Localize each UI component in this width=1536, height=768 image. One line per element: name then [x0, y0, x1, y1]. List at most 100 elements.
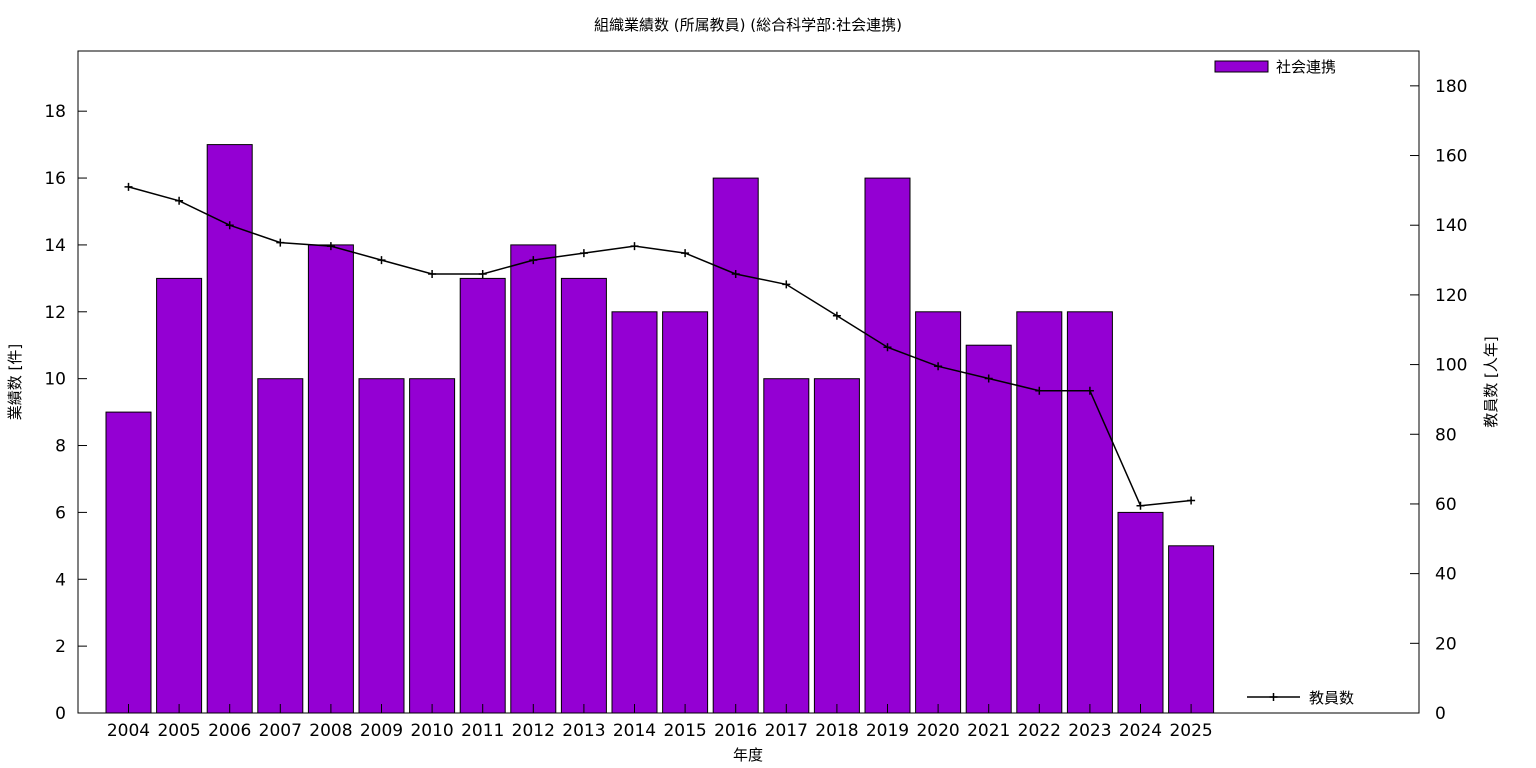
x-tick-label: 2019: [866, 721, 909, 741]
bar-2006: [206, 144, 253, 714]
bar-2005: [156, 277, 203, 714]
x-tick-label: 2014: [613, 721, 656, 741]
line-point-2010: [428, 270, 437, 278]
y-axis-left: 0 2 4 6 8 10 12 14 16 18: [44, 102, 87, 724]
legend-line-label: 教員数: [1309, 689, 1354, 707]
y2-tick-label: 100: [1435, 356, 1467, 376]
line-point-2016: [731, 270, 740, 278]
bar-2014: [611, 311, 658, 714]
line-point-2025: [1187, 496, 1196, 505]
bar-2024: [1117, 511, 1164, 714]
x-tick-label: 2004: [107, 721, 150, 741]
bar-2011: [459, 277, 506, 714]
y2-tick-label: 40: [1435, 565, 1457, 585]
x-axis-title: 年度: [733, 746, 763, 764]
y-tick-label: 2: [55, 637, 66, 657]
legend-bar-label: 社会連携: [1276, 58, 1336, 76]
x-tick-label: 2018: [815, 721, 858, 741]
y2-tick-label: 160: [1435, 147, 1467, 167]
bar-2010: [409, 378, 456, 714]
line-point-2018: [832, 311, 841, 320]
y-tick-label: 4: [55, 570, 66, 590]
x-tick-label: 2013: [562, 721, 605, 741]
line-point-2017: [782, 280, 791, 289]
bar-2019: [864, 177, 911, 714]
line-point-2022: [1035, 386, 1044, 395]
y2-tick-label: 60: [1435, 495, 1457, 515]
y2-tick-label: 180: [1435, 77, 1467, 97]
line-path: [128, 186, 1192, 507]
line-point-2011: [478, 270, 487, 278]
bar-2021: [965, 344, 1012, 714]
bar-2012: [510, 244, 557, 714]
x-tick-label: 2015: [663, 721, 706, 741]
x-tick-label: 2010: [410, 721, 453, 741]
bar-2013: [560, 277, 607, 714]
x-tick-label: 2022: [1018, 721, 1061, 741]
line-point-2007: [276, 238, 285, 247]
bar-2025: [1168, 545, 1215, 714]
x-tick-label: 2007: [259, 721, 302, 741]
line-point-2005: [175, 196, 184, 205]
y2-tick-label: 0: [1435, 704, 1446, 724]
y-axis-right: 0 20 40 60 80 100 120 140 160 180: [1410, 77, 1467, 724]
y-tick-label: 14: [44, 236, 66, 256]
y-tick-label: 16: [44, 169, 66, 189]
x-tick-label: 2016: [714, 721, 757, 741]
line-point-2020: [934, 362, 943, 371]
line-point-2024: [1136, 501, 1145, 510]
x-tick-label: 2020: [916, 721, 959, 741]
x-tick-label: 2008: [309, 721, 352, 741]
x-axis: 2004 2005 2006 2007 2008 2009 2010 2011 2012 2013…: [107, 704, 1213, 741]
bar-2016: [712, 177, 759, 714]
y-tick-label: 0: [55, 704, 66, 724]
y2-tick-label: 120: [1435, 286, 1467, 306]
bar-2009: [358, 378, 405, 714]
line-point-2021: [984, 374, 993, 383]
x-tick-label: 2023: [1068, 721, 1111, 741]
x-tick-label: 2011: [461, 721, 504, 741]
x-tick-label: 2009: [360, 721, 403, 741]
bar-2004: [105, 411, 152, 714]
x-tick-label: 2017: [765, 721, 808, 741]
legend-line-marker: [1269, 693, 1278, 701]
line-point-2009: [377, 256, 386, 265]
y-tick-label: 18: [44, 102, 66, 122]
bar-2022: [1016, 311, 1063, 714]
y-tick-label: 8: [55, 437, 66, 457]
bar-2017: [763, 378, 810, 714]
y-tick-label: 10: [44, 370, 66, 390]
line-point-2019: [883, 343, 892, 352]
x-tick-label: 2025: [1169, 721, 1212, 741]
y2-tick-label: 20: [1435, 634, 1457, 654]
x-tick-label: 2012: [512, 721, 555, 741]
line-point-2014: [630, 242, 639, 251]
bar-2007: [257, 378, 304, 714]
line-point-2013: [579, 249, 588, 258]
line-point-2008: [326, 242, 335, 251]
line-point-2015: [681, 249, 690, 258]
y2-axis-title: 教員数 [人年]: [1482, 336, 1500, 427]
x-tick-label: 2006: [208, 721, 251, 741]
legend-line: 教員数: [1247, 689, 1354, 707]
legend-bar-swatch: [1214, 60, 1269, 73]
y2-tick-label: 140: [1435, 216, 1467, 236]
bar-2008: [307, 244, 354, 714]
y-axis-title: 業績数 [件]: [6, 344, 24, 420]
y2-tick-label: 80: [1435, 425, 1457, 445]
chart-title: 組織業績数 (所属教員) (総合科学部:社会連携): [594, 16, 902, 34]
x-tick-label: 2005: [157, 721, 200, 741]
line-point-2004: [124, 182, 133, 191]
x-tick-label: 2021: [967, 721, 1010, 741]
plot-frame: [77, 50, 1420, 714]
bar-2023: [1066, 311, 1113, 714]
x-tick-label: 2024: [1119, 721, 1162, 741]
line-point-2006: [225, 221, 234, 230]
bar-series: [105, 144, 1215, 714]
line-series: [124, 182, 1196, 510]
y-tick-label: 6: [55, 503, 66, 523]
bar-2020: [915, 311, 962, 714]
bar-2018: [813, 378, 860, 714]
line-point-2023: [1085, 386, 1094, 395]
